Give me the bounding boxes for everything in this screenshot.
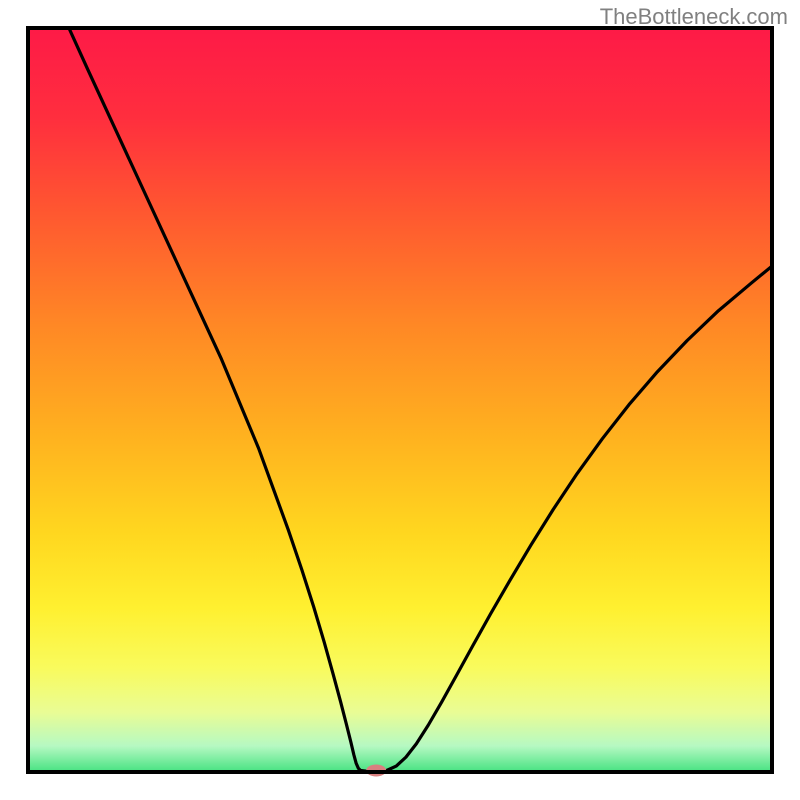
chart-container: TheBottleneck.com [0,0,800,800]
plot-background [28,28,772,772]
bottleneck-chart [0,0,800,800]
watermark-text: TheBottleneck.com [600,4,788,30]
